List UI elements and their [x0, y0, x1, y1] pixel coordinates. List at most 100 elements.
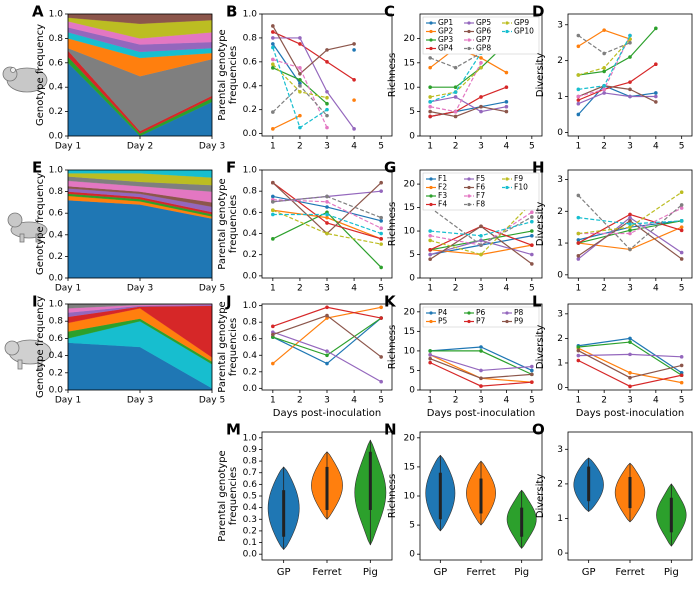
legend-label: GP1: [438, 18, 453, 27]
x-tick-label: 1: [270, 142, 276, 152]
data-point: [576, 253, 581, 258]
data-point: [271, 180, 275, 185]
series-line: [577, 85, 656, 115]
legend-label: F7: [476, 191, 485, 200]
legend-marker: [429, 311, 433, 315]
y-tick-label: 0.7: [243, 468, 257, 478]
y-tick-label: 5: [409, 521, 415, 531]
y-tick-label: 0.0: [49, 132, 64, 142]
y-tick-label: 2: [557, 56, 563, 66]
plot-frame: [67, 169, 213, 279]
data-point: [428, 95, 432, 99]
x-tick-label: Day 5: [199, 396, 225, 406]
data-point: [379, 180, 383, 185]
data-point: [298, 42, 302, 46]
data-point: [679, 355, 684, 359]
data-point: [628, 94, 632, 99]
legend-label: P9: [514, 317, 524, 326]
series-line: [429, 362, 532, 387]
legend-marker: [467, 202, 471, 207]
legend-box: [422, 172, 540, 211]
y-axis-label: frequencies: [228, 46, 239, 104]
panel: O 0 1 2 3 Diversity GP Ferret Pig: [532, 421, 693, 578]
x-tick-label: 3: [324, 396, 330, 406]
legend-marker: [467, 194, 471, 198]
data-point: [428, 353, 432, 357]
y-tick-label: 1: [557, 358, 563, 368]
plot-frame: [261, 169, 393, 279]
x-tick-label: GP: [582, 567, 596, 578]
y-tick-label: 20: [404, 307, 416, 317]
data-point: [379, 219, 383, 223]
data-point: [479, 233, 483, 238]
panel-letter: C: [384, 3, 395, 21]
data-point: [602, 91, 606, 95]
data-point: [325, 60, 329, 64]
x-tick-label: GP: [433, 567, 447, 578]
y-tick-label: 0.3: [243, 515, 257, 525]
data-point: [530, 229, 534, 233]
x-tick-label: 3: [324, 142, 330, 152]
x-tick-label: 5: [529, 396, 535, 406]
data-point: [479, 238, 483, 243]
data-point: [628, 384, 632, 389]
x-tick-label: 2: [453, 284, 459, 294]
data-point: [325, 221, 329, 225]
plot-frame: [567, 13, 693, 137]
data-point: [576, 257, 581, 261]
data-point: [428, 248, 432, 252]
plot-frame: [567, 303, 693, 391]
data-point: [379, 305, 383, 310]
data-point: [325, 125, 329, 130]
data-point: [628, 231, 632, 236]
guinea-pig-icon: [2, 66, 48, 93]
data-point: [298, 83, 302, 88]
legend-label: F1: [438, 174, 447, 183]
data-point: [325, 101, 329, 106]
data-point: [628, 87, 632, 92]
y-tick-label: 2: [557, 479, 563, 489]
y-tick-label: 10: [404, 227, 416, 237]
data-point: [325, 349, 329, 353]
data-point: [654, 91, 658, 95]
y-tick-label: 20: [404, 433, 416, 443]
panel: N 0 5 10 15 20 Richness GP Ferret Pig: [384, 421, 543, 578]
data-point: [298, 66, 302, 70]
y-tick-label: 1.0: [243, 10, 258, 20]
data-point: [479, 95, 483, 99]
data-point: [325, 212, 329, 217]
y-axis-label: Genotype frequency: [35, 24, 46, 126]
x-tick-label: 3: [627, 142, 633, 152]
x-tick-label: 5: [378, 396, 384, 406]
data-point: [628, 352, 632, 357]
data-point: [453, 114, 458, 119]
data-point: [576, 87, 581, 92]
legend-label: P6: [476, 308, 486, 317]
y-tick-label: 15: [404, 203, 415, 213]
y-tick-label: 2: [557, 207, 563, 217]
x-tick-label: 4: [504, 284, 510, 294]
x-tick-label: 2: [453, 396, 459, 406]
data-point: [379, 265, 383, 270]
legend-marker: [467, 319, 471, 324]
data-point: [453, 109, 458, 114]
x-tick-label: 1: [427, 142, 433, 152]
y-tick-label: 2: [557, 334, 563, 344]
x-tick-label: 3: [478, 284, 484, 294]
y-tick-label: 0.8: [243, 457, 258, 467]
data-point: [325, 313, 329, 318]
x-tick-label: 3: [627, 284, 633, 294]
data-point: [628, 80, 632, 84]
y-tick-label: 1.0: [49, 300, 64, 310]
data-point: [271, 57, 275, 62]
legend-label: P7: [476, 317, 486, 326]
data-point: [576, 112, 581, 117]
panel-letter: A: [32, 3, 44, 21]
x-tick-label: Day 2: [127, 142, 153, 152]
legend-marker: [505, 21, 509, 25]
series-line: [273, 100, 354, 129]
panel-letter: E: [32, 159, 42, 177]
data-point: [271, 332, 275, 337]
